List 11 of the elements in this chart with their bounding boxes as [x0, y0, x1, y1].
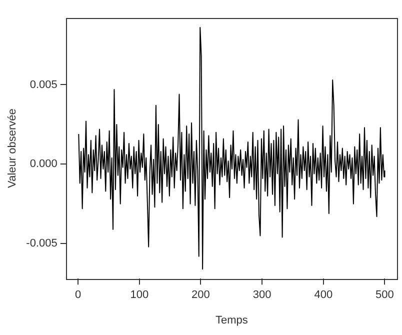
x-tick-label: 500: [376, 289, 394, 302]
y-tick-label: -0.005: [26, 238, 58, 250]
x-tick-label: 200: [192, 289, 210, 302]
x-tick-label: 0: [74, 289, 82, 302]
x-axis-title: Temps: [215, 314, 248, 326]
x-tick-label: 300: [252, 289, 272, 302]
y-tick-label: 0.000: [30, 158, 58, 170]
x-tick-label: 400: [314, 289, 333, 302]
y-axis-title: Valeur observée: [6, 108, 19, 188]
x-tick-label: 100: [130, 289, 149, 302]
y-tick-label: 0.005: [30, 78, 58, 91]
